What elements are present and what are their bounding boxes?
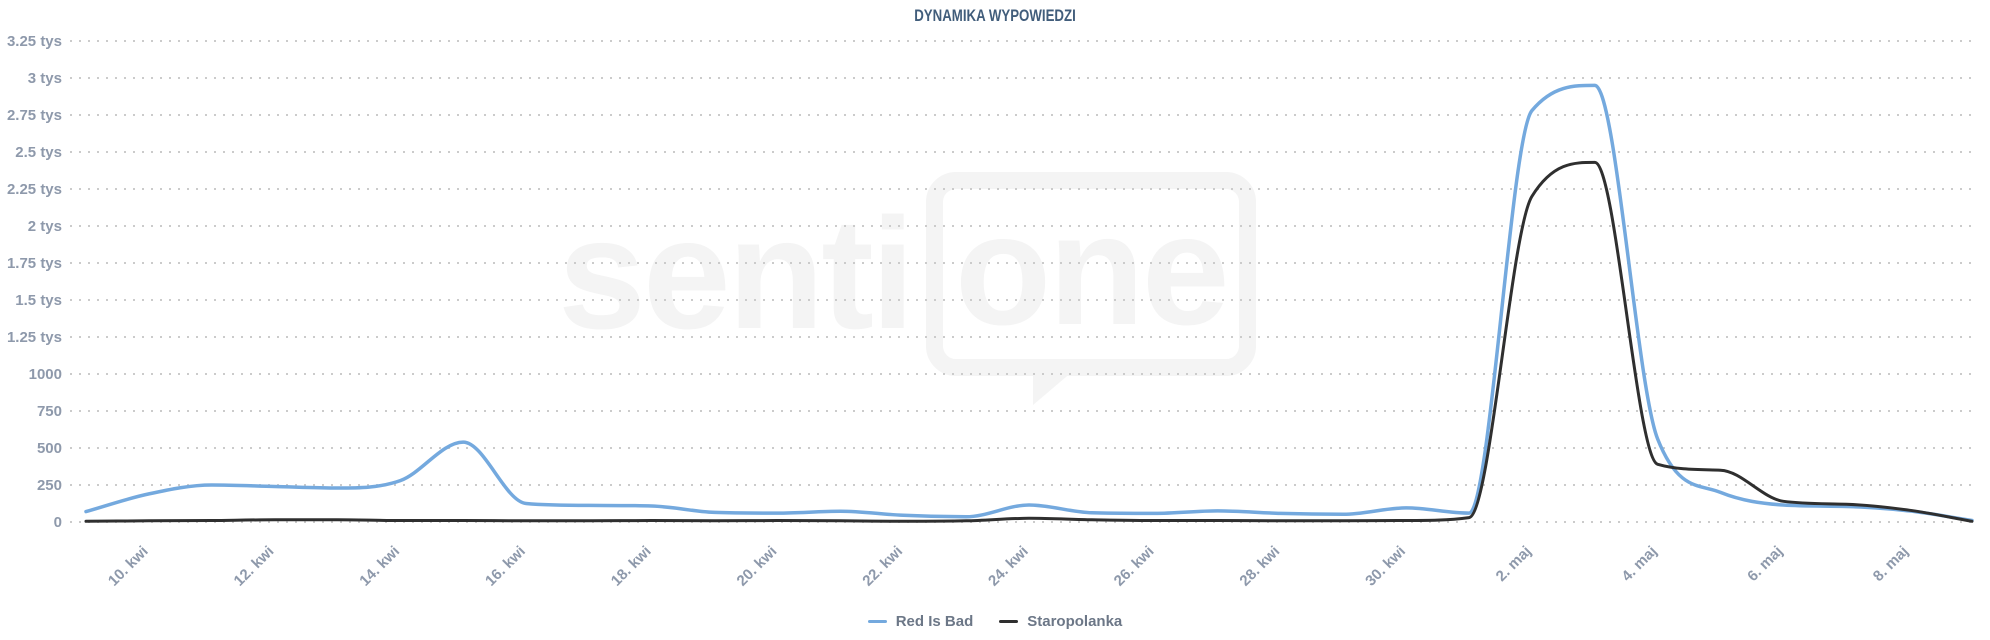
legend-label: Staropolanka [1027,613,1123,630]
legend-item-red-is-bad[interactable]: Red Is Bad [867,613,974,630]
y-axis-tick-label: 1.75 tys [7,255,62,272]
y-axis-tick-label: 1.5 tys [15,292,62,309]
watermark-bubble-tail-icon [1032,371,1073,405]
x-axis-tick-label: 18. kwi [608,543,655,590]
watermark-text-senti: senti [558,186,915,362]
y-axis-tick-label: 2.5 tys [15,144,62,161]
y-axis-tick-label: 750 [37,403,62,420]
x-axis-tick-label: 26. kwi [1111,543,1158,590]
y-axis-tick-label: 1000 [29,366,62,383]
x-axis-tick-label: 12. kwi [231,543,278,590]
watermark-text-one: one [954,182,1230,358]
y-axis-tick-label: 0 [54,514,62,531]
x-axis-tick-label: 10. kwi [105,543,152,590]
chart-legend: Red Is Bad Staropolanka [0,613,1990,630]
x-axis-tick-label: 24. kwi [985,543,1032,590]
x-axis-tick-label: 2. maj [1493,543,1535,585]
y-axis-tick-label: 500 [37,440,62,457]
x-axis-tick-label: 28. kwi [1236,543,1283,590]
y-axis-tick-label: 3.25 tys [7,33,62,50]
series-line-red-is-bad [84,83,1974,523]
legend-dash-icon [867,620,887,623]
chart-title: DYNAMIKA WYPOWIEDZI [914,6,1076,25]
legend-label: Red Is Bad [895,613,974,630]
y-axis-tick-label: 1.25 tys [7,329,62,346]
watermark-bubble: one [925,172,1256,405]
x-axis-tick-label: 8. maj [1870,543,1912,585]
y-axis-tick-label: 2 tys [28,218,62,235]
sentione-watermark: senti one [558,172,1256,405]
grid-layer [70,40,1978,523]
series-line-staropolanka [84,160,1974,523]
x-axis-tick-label: 6. maj [1744,543,1786,585]
y-axis-tick-label: 2.25 tys [7,181,62,198]
y-axis-labels: 0 250 500 750 1000 1.25 tys 1.5 tys 1.75 tys 2 t… [7,33,62,531]
series-layer [84,83,1974,523]
x-axis-tick-label: 4. maj [1618,543,1660,585]
x-axis-labels: 10. kwi 12. kwi 14. kwi 16. kwi 18. kwi 20. k… [105,543,1912,590]
x-axis-tick-label: 16. kwi [482,543,529,590]
y-axis-tick-label: 250 [37,477,62,494]
legend-dash-icon [999,620,1019,623]
y-axis-tick-label: 2.75 tys [7,107,62,124]
legend-item-staropolanka[interactable]: Staropolanka [999,613,1122,630]
x-axis-tick-label: 22. kwi [859,543,906,590]
x-axis-tick-label: 30. kwi [1362,543,1409,590]
x-axis-tick-label: 20. kwi [734,543,781,590]
x-axis-tick-label: 14. kwi [356,543,403,590]
y-axis-tick-label: 3 tys [28,70,62,87]
